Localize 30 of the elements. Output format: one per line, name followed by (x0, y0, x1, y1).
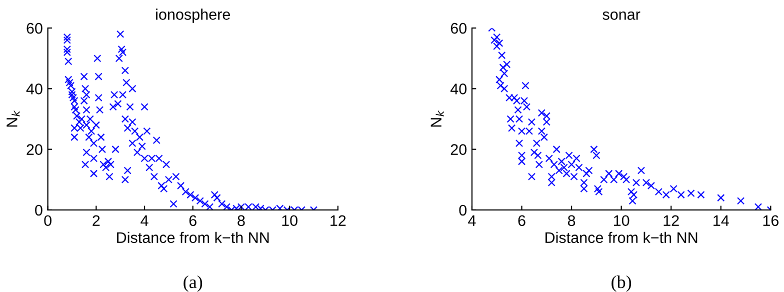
x-axis-title: Distance from k−th NN (117, 232, 269, 244)
x-tick-label: 0 (44, 215, 52, 226)
x-tick-label: 14 (714, 215, 729, 226)
x-tick-label: 6 (189, 215, 196, 226)
text: (b) (612, 275, 632, 292)
x-tick-label: 8 (238, 215, 245, 226)
x-tick-label: 4 (140, 215, 148, 226)
text: (a) (184, 275, 202, 292)
y-axis-title: N$_{k}$ (6, 110, 20, 127)
x-tick-label: 8 (568, 215, 576, 226)
y-tick-label: 0 (459, 204, 467, 216)
y-tick-label: 40 (450, 84, 467, 94)
y-tick-label: 0 (35, 204, 42, 216)
x-tick-label: 16 (763, 215, 778, 226)
y-tick-label: 20 (26, 144, 42, 155)
x-tick-label: 10 (614, 215, 630, 226)
y-tick-label: 60 (26, 22, 42, 34)
x-tick-label: 2 (92, 215, 100, 226)
y-tick-label: 40 (26, 84, 42, 94)
x-tick-label: 10 (282, 215, 298, 226)
y-tick-label: 60 (450, 22, 467, 34)
x-tick-label: 12 (664, 215, 679, 226)
x-tick-label: 4 (468, 215, 476, 226)
x-tick-label: 6 (518, 215, 526, 226)
chart-title: ionosphere (156, 8, 230, 23)
x-axis-title: Distance from k−th NN (546, 232, 698, 244)
y-tick-label: 20 (450, 144, 467, 155)
x-tick-label: 12 (330, 215, 346, 226)
chart-title: sonar (602, 11, 640, 20)
y-axis-title: N$_{k}$ (430, 110, 444, 127)
